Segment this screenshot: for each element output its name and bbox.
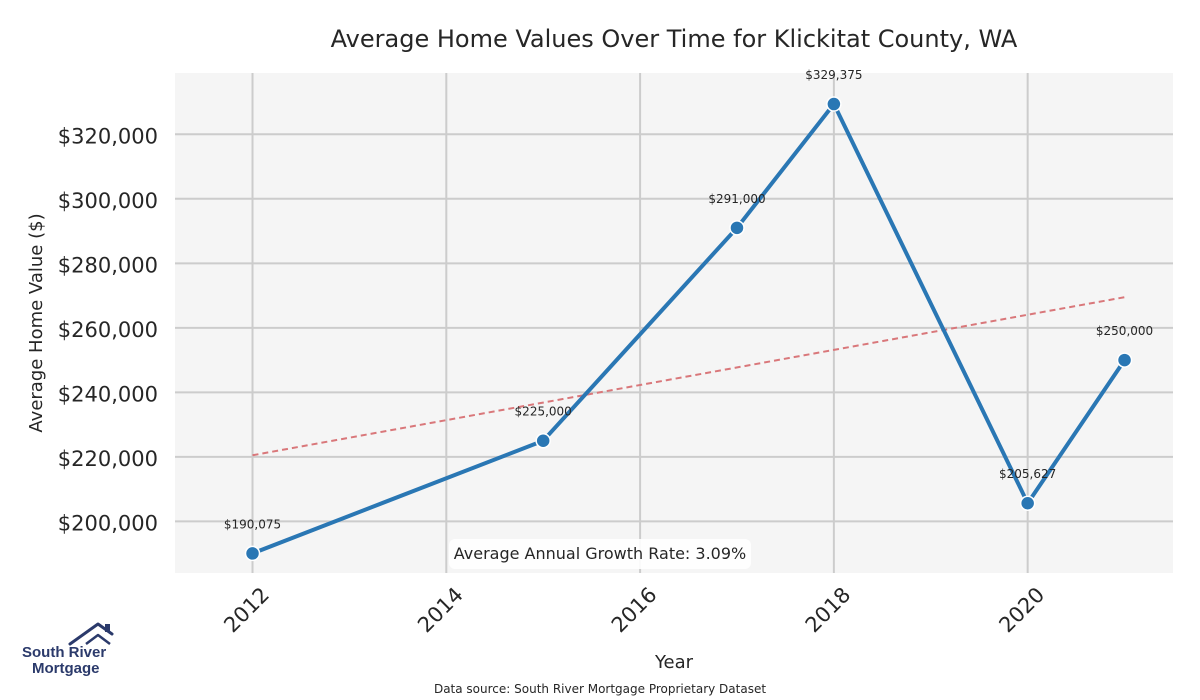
data-label: $205,627 <box>999 467 1056 481</box>
data-point <box>826 96 842 112</box>
series-layer <box>244 96 1133 562</box>
x-tick-label: 2014 <box>413 583 468 638</box>
y-tick-label: $220,000 <box>58 447 158 471</box>
annotation-box <box>449 539 751 569</box>
trend-layer <box>252 296 1125 457</box>
data-point <box>244 545 261 562</box>
y-tick-label: $240,000 <box>58 382 158 406</box>
y-tick-layer: $200,000 $220,000 $240,000 $260,000 $280,000… <box>58 124 158 535</box>
trend-line <box>252 296 1125 457</box>
x-tick-label: 2018 <box>801 583 856 638</box>
x-tick-label: 2020 <box>994 583 1049 638</box>
y-tick-label: $300,000 <box>58 189 158 213</box>
data-label-layer: $190,075 $225,000 $291,000 $329,375 $205,627… <box>224 68 1153 531</box>
house-roof-icon <box>68 622 114 646</box>
x-tick-label: 2012 <box>219 583 274 638</box>
y-tick-label: $320,000 <box>58 124 158 148</box>
data-point <box>729 220 745 236</box>
data-label: $329,375 <box>805 68 862 82</box>
data-source-footer: Data source: South River Mortgage Propri… <box>434 682 766 696</box>
logo-line-1: South River <box>22 644 107 661</box>
x-tick-layer: 2012 2014 2016 2018 2020 <box>219 583 1049 638</box>
data-point <box>1116 352 1133 368</box>
grid-layer <box>175 73 1173 573</box>
data-point <box>535 432 551 449</box>
data-label: $225,000 <box>515 405 572 419</box>
company-logo: South River Mortgage <box>20 620 120 680</box>
series-line <box>251 102 1127 556</box>
growth-rate-annotation: Average Annual Growth Rate: 3.09% <box>449 539 751 569</box>
x-tick-label: 2016 <box>607 583 662 638</box>
data-label: $291,000 <box>708 192 765 206</box>
y-tick-label: $200,000 <box>58 511 158 535</box>
data-point <box>1019 495 1036 511</box>
chart-title: Average Home Values Over Time for Klicki… <box>331 25 1018 53</box>
x-axis-label: Year <box>654 652 694 673</box>
y-tick-label: $260,000 <box>58 318 158 342</box>
logo-line-2: Mortgage <box>32 660 100 677</box>
y-tick-label: $280,000 <box>58 253 158 277</box>
plot-area <box>175 73 1173 573</box>
y-axis-label: Average Home Value ($) <box>26 213 47 432</box>
annotation-text: Average Annual Growth Rate: 3.09% <box>454 544 746 563</box>
data-label: $250,000 <box>1096 324 1153 338</box>
data-label: $190,075 <box>224 517 281 531</box>
